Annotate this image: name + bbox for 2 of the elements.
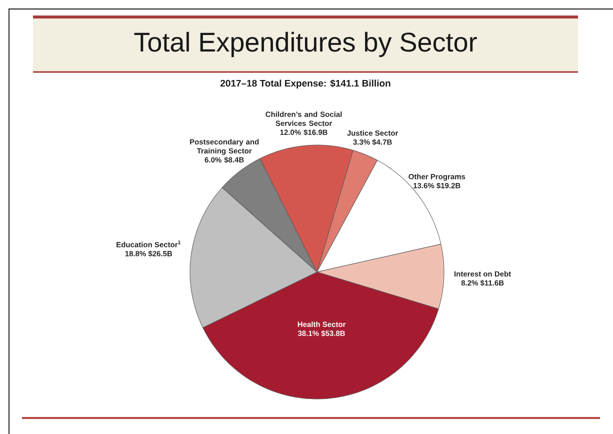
chart-subtitle: 2017–18 Total Expense: $141.1 Billion [220,79,390,89]
chart-title: Total Expenditures by Sector [134,32,477,58]
